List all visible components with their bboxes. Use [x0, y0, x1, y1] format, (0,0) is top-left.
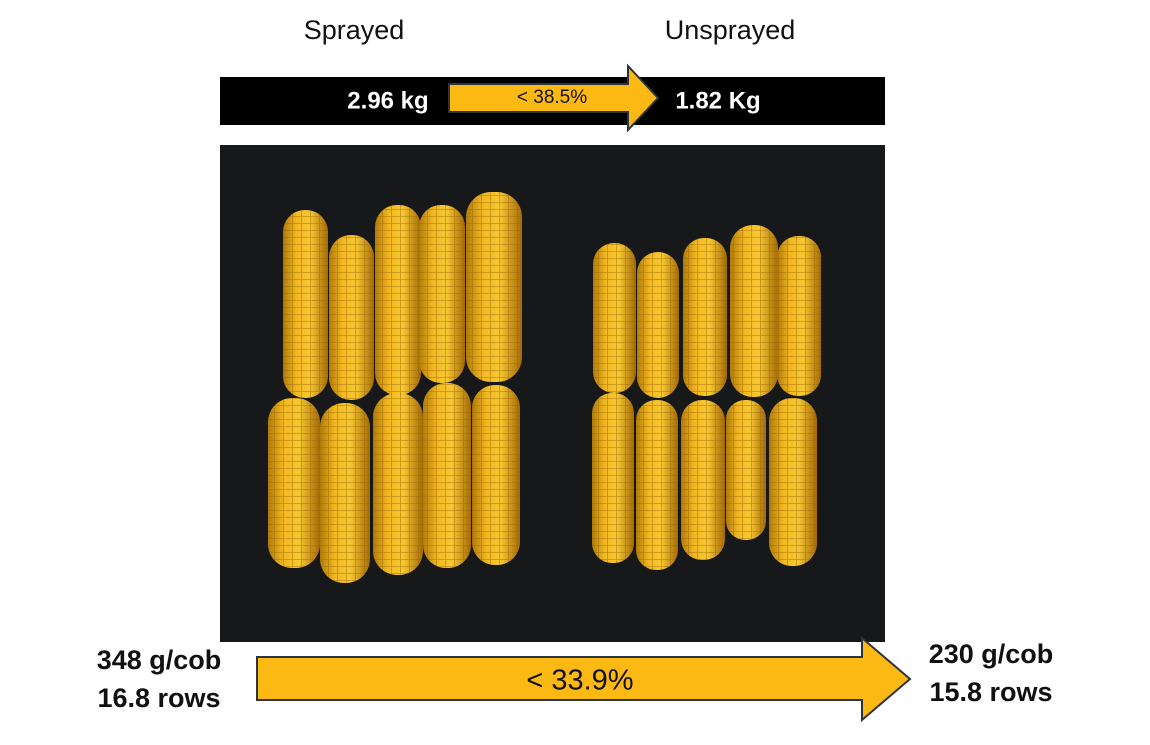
unsprayed-label: Unsprayed [665, 15, 796, 45]
sprayed-rows: 16.8 rows [97, 683, 220, 713]
sprayed-label: Sprayed [304, 15, 405, 45]
bottom-arrow-label: < 33.9% [526, 665, 633, 697]
unsprayed-cob-weight: 230 g/cob [929, 639, 1054, 669]
unsprayed-rows: 15.8 rows [929, 677, 1052, 707]
unsprayed-weight: 1.82 Kg [675, 87, 760, 114]
top-arrow [448, 63, 660, 133]
sprayed-cob-weight: 348 g/cob [97, 645, 222, 675]
sprayed-weight: 2.96 kg [347, 87, 428, 114]
corn-photo [220, 145, 885, 642]
top-arrow-label: < 38.5% [517, 87, 587, 108]
bottom-arrow [256, 635, 912, 723]
